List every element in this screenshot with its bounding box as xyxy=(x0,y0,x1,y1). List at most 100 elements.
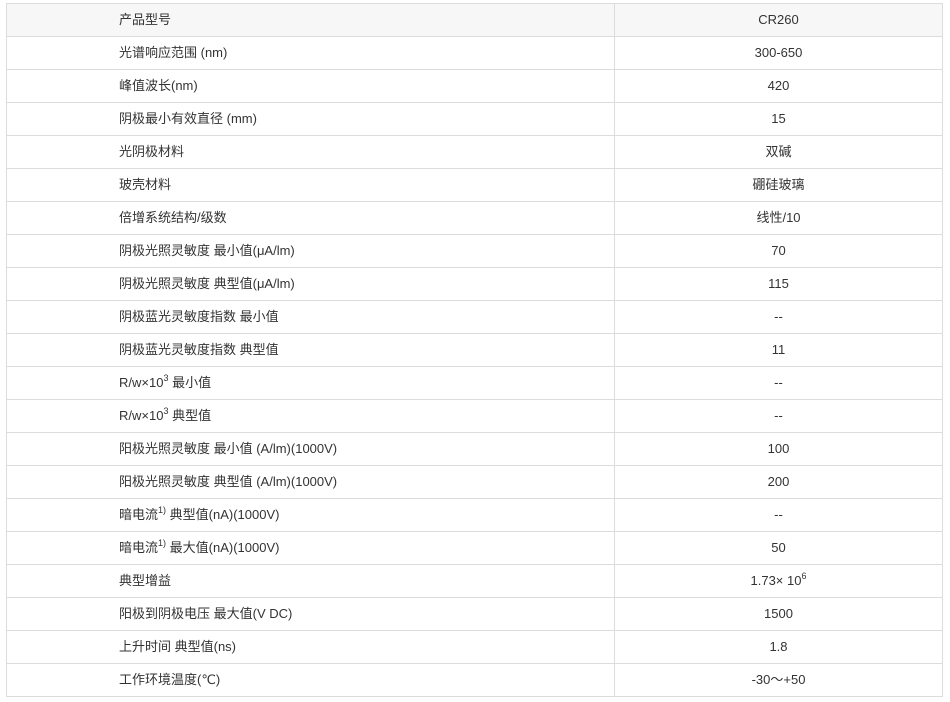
spec-label-superscript: 3 xyxy=(163,373,169,383)
table-row: R/w×103 最小值 -- xyxy=(6,366,943,400)
spec-label-text: 产品型号 xyxy=(119,12,172,27)
spec-label-text: 光阴极材料 xyxy=(119,144,185,159)
table-row: 阴极蓝光灵敏度指数 最小值 -- xyxy=(6,300,943,334)
spec-label: 暗电流1) 典型值(nA)(1000V) xyxy=(6,498,615,532)
spec-value-text: -- xyxy=(774,408,783,423)
spec-label-suffix: 最小值 xyxy=(168,375,212,390)
spec-label-text: 阳极光照灵敏度 最小值 (A/lm)(1000V) xyxy=(119,441,338,456)
spec-label: 暗电流1) 最大值(nA)(1000V) xyxy=(6,531,615,565)
spec-value-text: 115 xyxy=(768,276,789,291)
spec-value: 70 xyxy=(614,234,943,268)
table-row: 工作环境温度(℃) -30～+50 xyxy=(6,663,943,697)
spec-value-text: 11 xyxy=(771,342,786,357)
spec-value: 双碱 xyxy=(614,135,943,169)
spec-label-text: 阳极到阴极电压 最大值(V DC) xyxy=(119,606,293,621)
table-row: 光谱响应范围 (nm) 300-650 xyxy=(6,36,943,70)
spec-label: 光谱响应范围 (nm) xyxy=(6,36,615,70)
spec-value-text: 1.73× 10 xyxy=(750,573,802,588)
spec-value: 1.8 xyxy=(614,630,943,664)
spec-value-text: 15 xyxy=(771,111,786,126)
spec-label: 阴极蓝光灵敏度指数 最小值 xyxy=(6,300,615,334)
table-row: 阳极光照灵敏度 典型值 (A/lm)(1000V) 200 xyxy=(6,465,943,499)
spec-label: 峰值波长(nm) xyxy=(6,69,615,103)
spec-value: 线性/10 xyxy=(614,201,943,235)
spec-value-text: 420 xyxy=(767,78,790,93)
spec-value: 50 xyxy=(614,531,943,565)
spec-value-text: 双碱 xyxy=(765,144,792,159)
spec-table: 产品型号 CR260 光谱响应范围 (nm) 300-650 峰值波长(nm) 420 阴极… xyxy=(6,3,943,697)
spec-label-text: R/w×10 xyxy=(119,408,164,423)
spec-label-text: 阴极最小有效直径 (mm) xyxy=(119,111,257,126)
spec-label: 阴极蓝光灵敏度指数 典型值 xyxy=(6,333,615,367)
spec-label-suffix: 最大值(nA)(1000V) xyxy=(166,540,280,555)
spec-label-text: 阳极光照灵敏度 典型值 (A/lm)(1000V) xyxy=(119,474,338,489)
spec-label-text: 暗电流 xyxy=(119,507,159,522)
spec-label-suffix: 典型值(nA)(1000V) xyxy=(166,507,280,522)
table-row: 阴极光照灵敏度 典型值(μA/lm) 115 xyxy=(6,267,943,301)
spec-value: 200 xyxy=(614,465,943,499)
table-row: 玻壳材料 硼硅玻璃 xyxy=(6,168,943,202)
table-row: 倍增系统结构/级数 线性/10 xyxy=(6,201,943,235)
table-row: 典型增益 1.73× 106 xyxy=(6,564,943,598)
spec-value: 15 xyxy=(614,102,943,136)
spec-value: 420 xyxy=(614,69,943,103)
spec-label-text: 玻壳材料 xyxy=(119,177,172,192)
table-row: 上升时间 典型值(ns) 1.8 xyxy=(6,630,943,664)
spec-label: 阳极光照灵敏度 最小值 (A/lm)(1000V) xyxy=(6,432,615,466)
table-row: 阴极光照灵敏度 最小值(μA/lm) 70 xyxy=(6,234,943,268)
spec-label: 玻壳材料 xyxy=(6,168,615,202)
spec-value-text: 1500 xyxy=(764,606,793,621)
spec-label-superscript: 1) xyxy=(158,538,167,548)
table-row: 阴极最小有效直径 (mm) 15 xyxy=(6,102,943,136)
spec-value: -- xyxy=(614,399,943,433)
table-row: R/w×103 典型值 -- xyxy=(6,399,943,433)
spec-value: -30～+50 xyxy=(614,663,943,697)
spec-label: 上升时间 典型值(ns) xyxy=(6,630,615,664)
table-row: 峰值波长(nm) 420 xyxy=(6,69,943,103)
spec-value: -- xyxy=(614,300,943,334)
spec-value: 硼硅玻璃 xyxy=(614,168,943,202)
spec-value-text: 50 xyxy=(771,540,786,555)
spec-label-suffix: 典型值 xyxy=(168,408,212,423)
spec-label: R/w×103 最小值 xyxy=(6,366,615,400)
spec-label: 倍增系统结构/级数 xyxy=(6,201,615,235)
table-row: 阳极光照灵敏度 最小值 (A/lm)(1000V) 100 xyxy=(6,432,943,466)
spec-label-text: 工作环境温度(℃) xyxy=(119,672,221,687)
spec-label-text: 典型增益 xyxy=(119,573,172,588)
spec-value-text: 线性/10 xyxy=(756,210,801,225)
spec-value-superscript: 6 xyxy=(801,571,807,581)
table-row: 阴极蓝光灵敏度指数 典型值 11 xyxy=(6,333,943,367)
table-row: 暗电流1) 典型值(nA)(1000V) -- xyxy=(6,498,943,532)
spec-label-text: 光谱响应范围 (nm) xyxy=(119,45,228,60)
spec-value: 100 xyxy=(614,432,943,466)
spec-value-text: 70 xyxy=(771,243,786,258)
spec-label: 阴极最小有效直径 (mm) xyxy=(6,102,615,136)
spec-value: -- xyxy=(614,498,943,532)
spec-label-text: 阴极蓝光灵敏度指数 典型值 xyxy=(119,342,279,357)
spec-label: R/w×103 典型值 xyxy=(6,399,615,433)
spec-value-text: -30～+50 xyxy=(751,672,806,687)
spec-label: 工作环境温度(℃) xyxy=(6,663,615,697)
spec-label: 阳极光照灵敏度 典型值 (A/lm)(1000V) xyxy=(6,465,615,499)
table-row: 暗电流1) 最大值(nA)(1000V) 50 xyxy=(6,531,943,565)
spec-value: 1500 xyxy=(614,597,943,631)
spec-value-text: 300-650 xyxy=(754,45,803,60)
spec-value-text: 硼硅玻璃 xyxy=(752,177,805,192)
spec-label-superscript: 3 xyxy=(163,406,169,416)
spec-label-text: 阴极光照灵敏度 典型值(μA/lm) xyxy=(119,276,295,291)
spec-value: CR260 xyxy=(614,3,943,37)
spec-label-text: 阴极光照灵敏度 最小值(μA/lm) xyxy=(119,243,295,258)
spec-value: -- xyxy=(614,366,943,400)
table-row: 阳极到阴极电压 最大值(V DC) 1500 xyxy=(6,597,943,631)
spec-label-text: 倍增系统结构/级数 xyxy=(119,210,227,225)
spec-label: 光阴极材料 xyxy=(6,135,615,169)
spec-value-text: -- xyxy=(774,375,783,390)
spec-value: 300-650 xyxy=(614,36,943,70)
table-row: 光阴极材料 双碱 xyxy=(6,135,943,169)
spec-value: 115 xyxy=(614,267,943,301)
spec-value: 1.73× 106 xyxy=(614,564,943,598)
spec-value-text: 100 xyxy=(767,441,790,456)
spec-label-text: 阴极蓝光灵敏度指数 最小值 xyxy=(119,309,279,324)
spec-label-text: R/w×10 xyxy=(119,375,164,390)
spec-value-text: CR260 xyxy=(758,12,799,27)
